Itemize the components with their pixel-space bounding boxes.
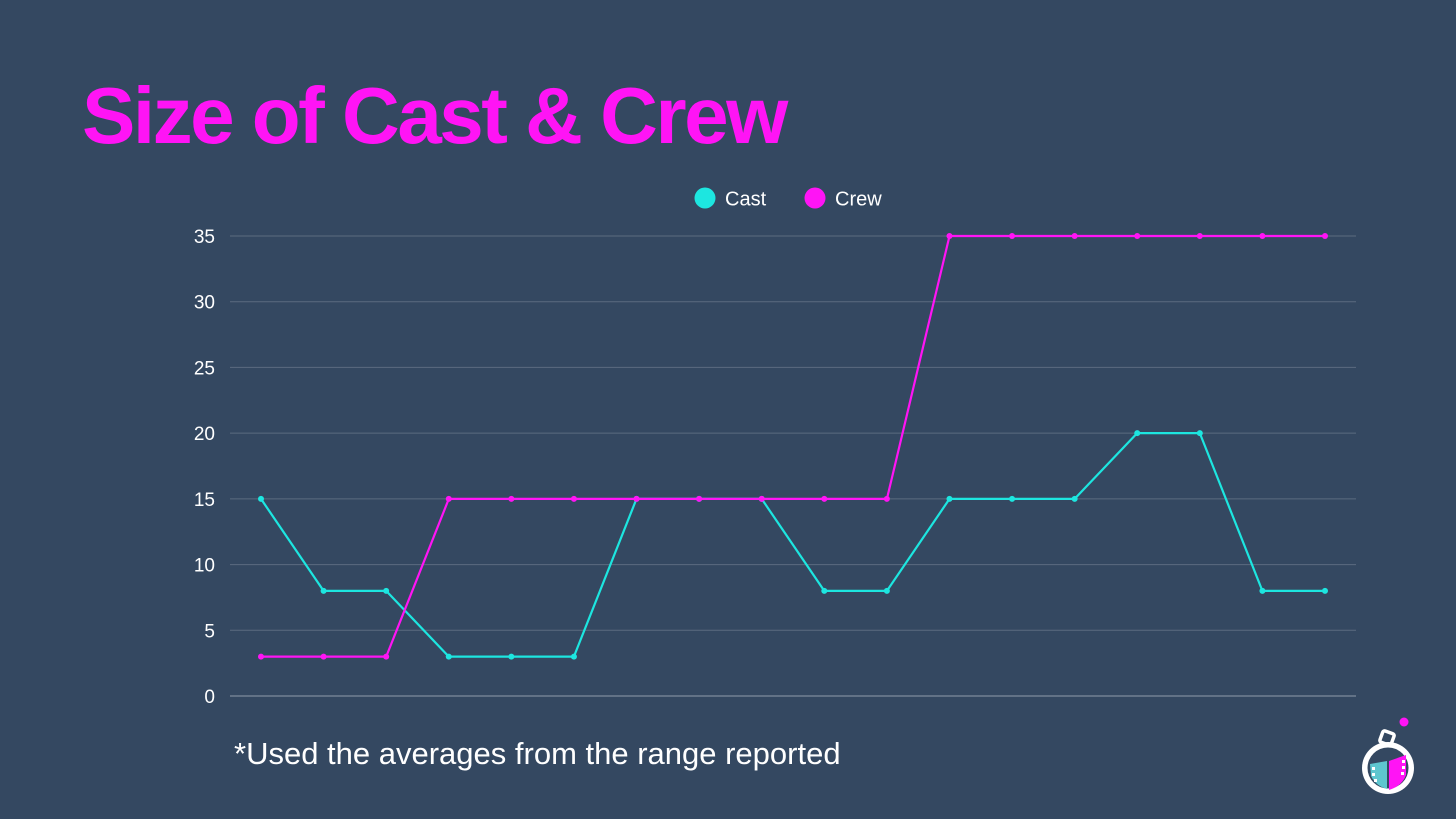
cast-point — [570, 653, 577, 660]
legend-label: Crew — [835, 189, 882, 211]
cast-point — [1322, 587, 1328, 594]
cast-point — [1196, 430, 1203, 437]
series-cast — [258, 430, 1328, 660]
y-tick-label: 10 — [194, 556, 215, 577]
crew-point — [1196, 233, 1203, 239]
cast-point — [1009, 495, 1016, 502]
series — [258, 233, 1328, 660]
crew-point — [696, 495, 703, 502]
crew-point — [883, 495, 890, 502]
y-tick-label: 30 — [194, 293, 215, 314]
crew-point — [1322, 233, 1328, 239]
crew-point — [1071, 233, 1078, 239]
y-tick-label: 5 — [204, 621, 215, 642]
crew-line — [259, 234, 1327, 658]
crew-point — [383, 653, 390, 660]
crew-point — [633, 495, 640, 502]
cast-point — [445, 653, 452, 660]
cast-point — [946, 495, 953, 502]
cast-point — [883, 587, 890, 594]
gridlines — [230, 235, 1356, 697]
y-tick-label: 15 — [194, 490, 215, 511]
y-tick-label: 0 — [204, 687, 215, 708]
footnote: *Used the averages from the range report… — [234, 736, 841, 771]
legend-item-cast: Cast — [694, 187, 767, 211]
crew-point — [1009, 233, 1016, 239]
legend-item-crew: Crew — [804, 187, 882, 211]
chart-title: Size of Cast & Crew — [82, 71, 788, 160]
cast-point — [320, 587, 327, 594]
legend: Cast Crew — [694, 187, 882, 211]
crew-point — [946, 233, 953, 239]
y-axis-ticks: 0 5 10 15 20 25 30 35 — [194, 227, 215, 708]
cast-point — [821, 587, 828, 594]
y-tick-label: 25 — [194, 358, 215, 379]
cast-point — [383, 587, 390, 594]
cast-point — [1134, 430, 1141, 437]
legend-swatch — [804, 187, 826, 209]
crew-point — [508, 495, 515, 502]
y-tick-label: 35 — [194, 227, 215, 248]
flask-film-icon — [1362, 717, 1414, 794]
crew-point — [758, 495, 765, 502]
cast-point — [1071, 495, 1078, 502]
cast-line — [259, 432, 1327, 658]
cast-point — [258, 495, 264, 502]
legend-swatch — [694, 187, 716, 209]
cast-point — [508, 653, 515, 660]
cast-point — [1259, 587, 1266, 594]
crew-point — [1259, 233, 1266, 239]
crew-point — [570, 495, 577, 502]
legend-label: Cast — [725, 189, 767, 211]
y-tick-label: 20 — [194, 424, 215, 445]
crew-point — [821, 495, 828, 502]
crew-point — [1134, 233, 1141, 239]
crew-point — [445, 495, 452, 502]
series-crew — [258, 233, 1328, 660]
crew-point — [258, 653, 264, 660]
crew-point — [320, 653, 327, 660]
